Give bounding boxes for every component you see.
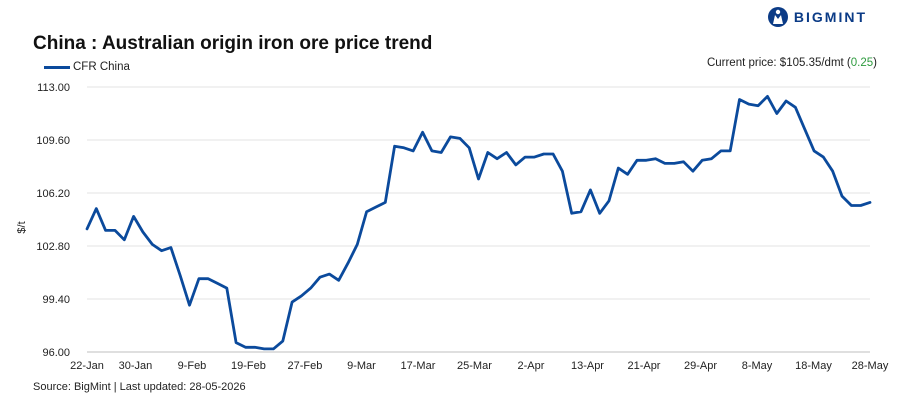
y-tick-label: 106.20: [36, 188, 70, 200]
x-tick-label: 25-Mar: [457, 360, 492, 372]
y-tick-label: 109.60: [36, 135, 70, 147]
x-tick-label: 30-Jan: [119, 360, 153, 372]
y-tick-label: 96.00: [42, 347, 70, 359]
x-tick-label: 2-Apr: [518, 360, 545, 372]
x-tick-label: 22-Jan: [70, 360, 104, 372]
series-line-cfr-china: [85, 95, 872, 351]
x-axis-ticks: 22-Jan 30-Jan 9-Feb 19-Feb 27-Feb 9-Mar 17-Mar…: [70, 360, 889, 372]
source-note: Source: BigMint | Last updated: 28-05-20…: [33, 381, 246, 393]
x-tick-label: 17-Mar: [401, 360, 436, 372]
x-tick-label: 21-Apr: [627, 360, 660, 372]
x-tick-label: 8-May: [742, 360, 773, 372]
x-tick-label: 28-May: [852, 360, 889, 372]
x-tick-label: 19-Feb: [231, 360, 266, 372]
current-price-prefix: Current price: $105.35/dmt (: [706, 57, 851, 69]
x-tick-label: 9-Mar: [347, 360, 376, 372]
y-tick-label: 113.00: [37, 82, 70, 94]
y-axis-label: $/t: [16, 221, 28, 233]
legend-swatch: [44, 65, 70, 69]
x-tick-label: 9-Feb: [178, 360, 207, 372]
legend-label: CFR China: [73, 61, 130, 73]
y-tick-label: 99.40: [42, 294, 70, 306]
chart-title: China : Australian origin iron ore price…: [33, 33, 433, 54]
y-tick-label: 102.80: [36, 241, 70, 253]
x-tick-label: 27-Feb: [288, 360, 323, 372]
current-price-change: 0.25: [850, 57, 874, 69]
chart-legend: CFR China: [44, 61, 130, 73]
brand-logo: BIGMINT: [767, 6, 867, 28]
bigmint-logo-icon: [767, 7, 788, 27]
x-tick-label: 13-Apr: [571, 360, 604, 372]
current-price: Current price: $105.35/dmt (0.25): [707, 57, 877, 69]
y-axis-ticks: 96.00 99.40 102.80 106.20 109.60 113.00: [36, 82, 70, 359]
chart-gridlines: [87, 86, 870, 353]
current-price-suffix: ): [873, 57, 877, 69]
x-tick-label: 29-Apr: [684, 360, 717, 372]
x-tick-label: 18-May: [795, 360, 832, 372]
brand-name: BIGMINT: [793, 9, 867, 25]
